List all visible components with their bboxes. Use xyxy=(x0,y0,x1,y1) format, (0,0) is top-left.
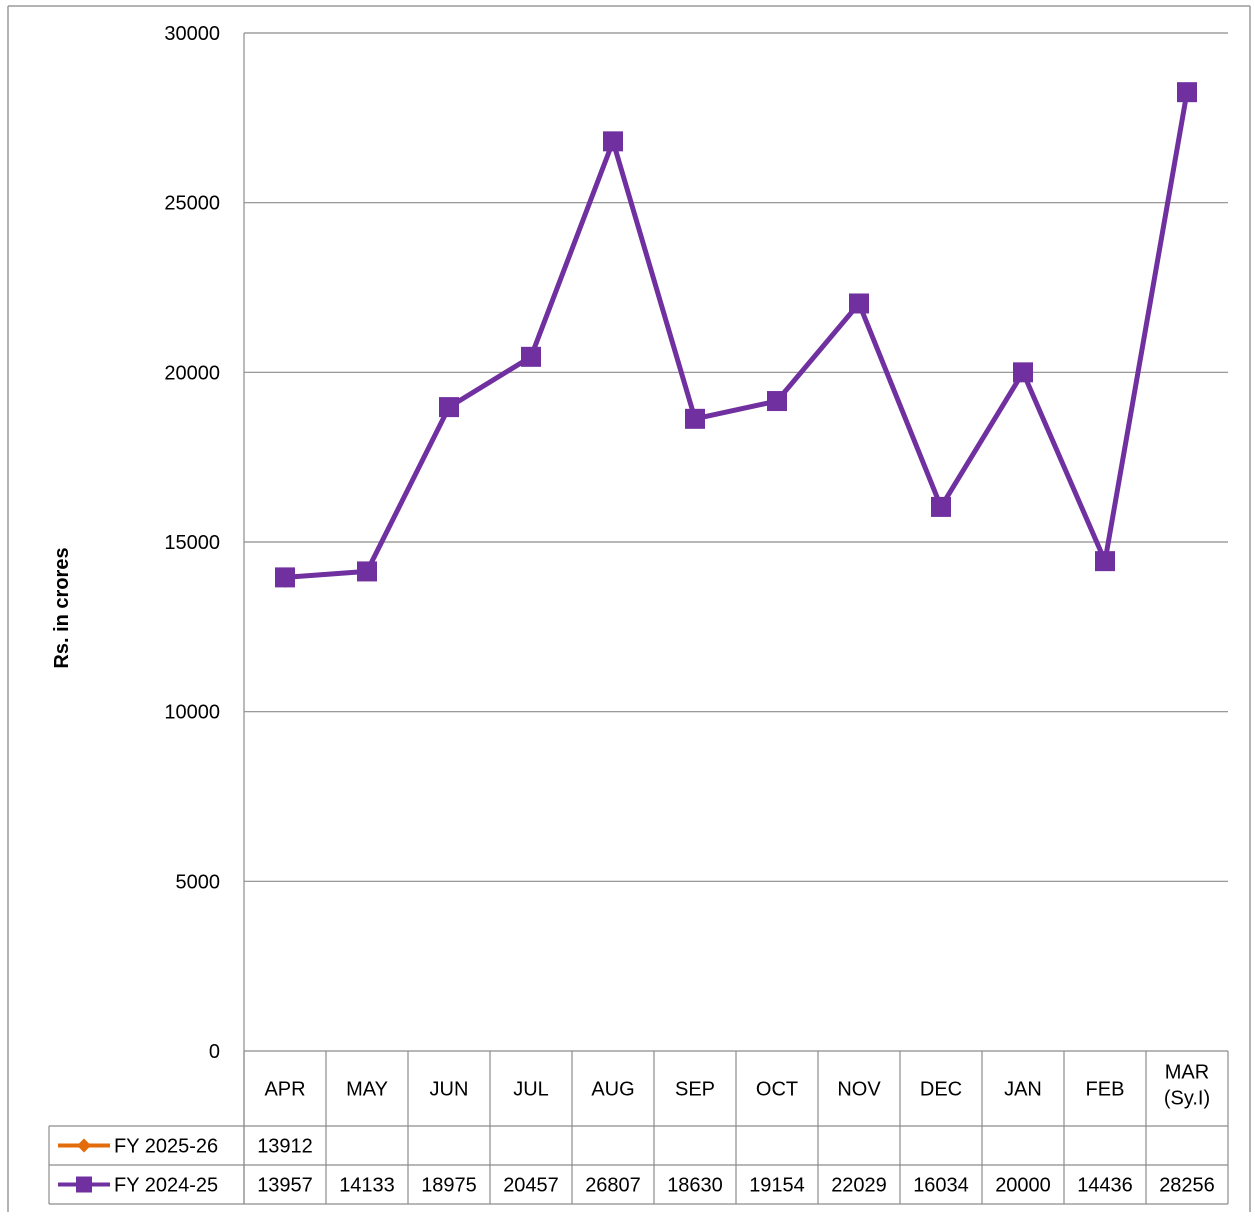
series-line-1 xyxy=(284,91,1190,580)
x-category-label-10: FEB xyxy=(1086,1079,1125,1101)
data-point-1-8 xyxy=(931,496,951,517)
data-table-cell-1-8: 16034 xyxy=(913,1175,969,1197)
y-tick-label-0: 0 xyxy=(209,1041,220,1063)
data-table-cell-1-5: 18630 xyxy=(667,1175,723,1197)
data-point-1-9 xyxy=(1013,362,1033,383)
data-table-cell-1-6: 19154 xyxy=(749,1175,805,1197)
data-table-layer: APR MAY JUN JUL AUG SEP OCT NOV DEC JAN FEB MAR (Sy.… xyxy=(48,1050,1229,1205)
data-table-cell-1-11: 28256 xyxy=(1159,1175,1215,1197)
y-tick-label-30000: 30000 xyxy=(164,23,220,45)
legend-key-marker-0 xyxy=(77,1138,91,1153)
gridlines-layer xyxy=(243,32,1228,1204)
data-table-cell-1-10: 14436 xyxy=(1077,1175,1133,1197)
x-category-label-line: MAR xyxy=(1165,1062,1209,1084)
y-tick-label-15000: 15000 xyxy=(164,532,220,554)
data-table-cell-1-1: 14133 xyxy=(339,1175,395,1197)
data-point-1-4 xyxy=(603,131,623,152)
series-layer xyxy=(275,82,1197,588)
legend-label-0: FY 2025-26 xyxy=(114,1136,218,1158)
x-category-label-7: NOV xyxy=(837,1079,881,1101)
y-tick-labels-layer: 0 5000 10000 15000 20000 25000 30000 xyxy=(164,23,220,1063)
data-table-cell-0-0: 13912 xyxy=(257,1136,313,1158)
legend-label-1: FY 2024-25 xyxy=(114,1175,218,1197)
data-table-cell-1-7: 22029 xyxy=(831,1175,887,1197)
data-point-1-5 xyxy=(685,408,705,429)
data-point-1-7 xyxy=(849,293,869,314)
data-table-cell-1-0: 13957 xyxy=(257,1175,313,1197)
y-tick-label-10000: 10000 xyxy=(164,702,220,724)
x-category-label-11: MAR (Sy.I) xyxy=(1164,1062,1210,1110)
data-table-cell-1-4: 26807 xyxy=(585,1175,641,1197)
x-category-label-9: JAN xyxy=(1004,1079,1042,1101)
legend-key-marker-1 xyxy=(76,1176,92,1193)
y-tick-label-20000: 20000 xyxy=(164,362,220,384)
data-table-cell-1-3: 20457 xyxy=(503,1175,559,1197)
y-axis-title: Rs. in crores xyxy=(51,547,73,668)
chart-frame-layer xyxy=(7,5,1251,1212)
x-category-label-1: MAY xyxy=(346,1079,388,1101)
data-point-1-2 xyxy=(439,397,459,418)
x-category-label-3: JUL xyxy=(513,1079,549,1101)
data-point-1-6 xyxy=(767,391,787,412)
data-point-1-10 xyxy=(1095,551,1115,572)
x-category-label-2: JUN xyxy=(430,1079,469,1101)
y-tick-label-25000: 25000 xyxy=(164,193,220,215)
data-point-1-1 xyxy=(357,561,377,582)
x-category-label-6: OCT xyxy=(756,1079,798,1101)
x-category-label-5: SEP xyxy=(675,1079,715,1101)
x-category-label-8: DEC xyxy=(920,1079,962,1101)
data-point-1-0 xyxy=(275,567,295,588)
y-tick-label-5000: 5000 xyxy=(176,871,221,893)
data-table-cell-1-9: 20000 xyxy=(995,1175,1051,1197)
data-point-1-11 xyxy=(1177,82,1197,103)
x-category-label-4: AUG xyxy=(591,1079,634,1101)
data-table-cell-1-2: 18975 xyxy=(421,1175,477,1197)
x-category-label-line: (Sy.I) xyxy=(1164,1088,1210,1110)
data-point-1-3 xyxy=(521,346,541,367)
x-category-label-0: APR xyxy=(264,1079,305,1101)
